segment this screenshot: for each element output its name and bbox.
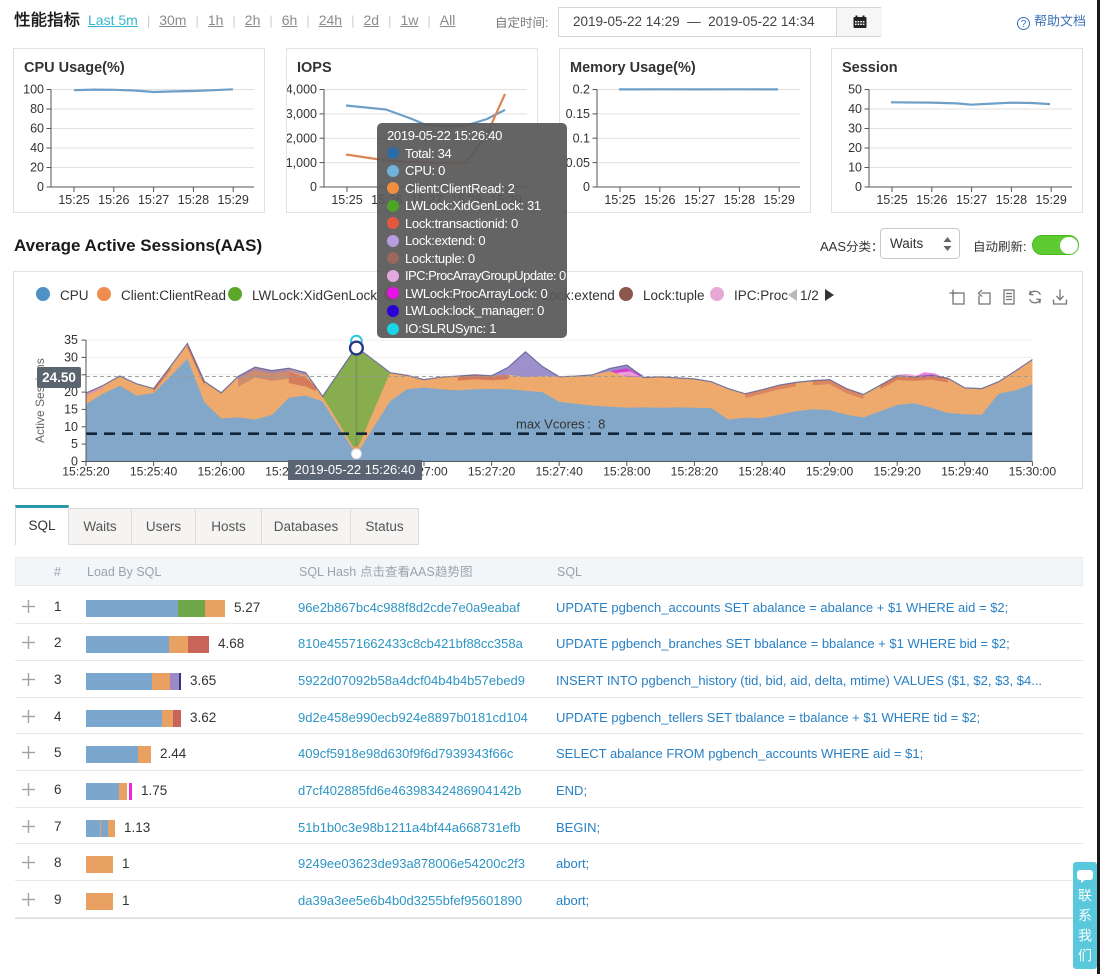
svg-text:100: 100 xyxy=(23,83,44,97)
svg-text:1,000: 1,000 xyxy=(287,156,317,170)
svg-text:2,000: 2,000 xyxy=(287,132,317,146)
svg-text:20: 20 xyxy=(848,141,862,155)
svg-text:3,000: 3,000 xyxy=(287,107,317,121)
svg-text:0.15: 0.15 xyxy=(566,107,590,121)
svg-text:40: 40 xyxy=(30,141,44,155)
svg-text:15:28: 15:28 xyxy=(178,193,209,207)
svg-text:15:28:40: 15:28:40 xyxy=(738,465,786,479)
svg-text:0.2: 0.2 xyxy=(573,83,590,97)
svg-text:4,000: 4,000 xyxy=(287,83,317,97)
svg-text:15:25:40: 15:25:40 xyxy=(130,465,178,479)
svg-text:15:25:20: 15:25:20 xyxy=(62,465,110,479)
svg-text:max Vcores : 8: max Vcores : 8 xyxy=(516,417,605,432)
svg-text:15:28:20: 15:28:20 xyxy=(671,465,719,479)
svg-text:15:28: 15:28 xyxy=(724,193,755,207)
svg-text:50: 50 xyxy=(848,83,862,97)
svg-text:15:26: 15:26 xyxy=(644,193,675,207)
svg-text:10: 10 xyxy=(64,420,78,434)
svg-text:15:25: 15:25 xyxy=(876,193,907,207)
svg-text:15:28: 15:28 xyxy=(996,193,1027,207)
svg-text:15:29:00: 15:29:00 xyxy=(806,465,854,479)
svg-text:15:25: 15:25 xyxy=(58,193,89,207)
svg-text:15:29: 15:29 xyxy=(764,193,795,207)
svg-text:15:29: 15:29 xyxy=(1036,193,1067,207)
svg-text:15:28:00: 15:28:00 xyxy=(603,465,651,479)
svg-text:80: 80 xyxy=(30,102,44,116)
svg-text:40: 40 xyxy=(848,102,862,116)
svg-text:30: 30 xyxy=(64,350,78,364)
svg-text:0.1: 0.1 xyxy=(573,132,590,146)
svg-text:35: 35 xyxy=(64,333,78,347)
svg-text:10: 10 xyxy=(848,161,862,175)
svg-text:15:27:40: 15:27:40 xyxy=(535,465,583,479)
svg-text:15: 15 xyxy=(64,402,78,416)
svg-text:0.05: 0.05 xyxy=(566,156,590,170)
svg-text:15:26:00: 15:26:00 xyxy=(197,465,245,479)
svg-text:20: 20 xyxy=(30,161,44,175)
svg-text:15:27:20: 15:27:20 xyxy=(468,465,516,479)
svg-text:0: 0 xyxy=(583,180,590,194)
svg-text:15:30:00: 15:30:00 xyxy=(1009,465,1057,479)
svg-text:15:26: 15:26 xyxy=(916,193,947,207)
svg-text:20: 20 xyxy=(64,385,78,399)
svg-text:0: 0 xyxy=(310,180,317,194)
svg-text:15:29: 15:29 xyxy=(218,193,249,207)
svg-text:15:27: 15:27 xyxy=(684,193,715,207)
svg-text:0: 0 xyxy=(37,180,44,194)
svg-text:15:29:40: 15:29:40 xyxy=(941,465,989,479)
svg-text:5: 5 xyxy=(71,437,78,451)
svg-text:60: 60 xyxy=(30,122,44,136)
svg-text:0: 0 xyxy=(71,455,78,469)
svg-text:15:27: 15:27 xyxy=(138,193,169,207)
svg-text:15:25: 15:25 xyxy=(331,193,362,207)
svg-text:15:26: 15:26 xyxy=(98,193,129,207)
svg-text:30: 30 xyxy=(848,122,862,136)
svg-text:15:27: 15:27 xyxy=(956,193,987,207)
svg-text:15:25: 15:25 xyxy=(604,193,635,207)
svg-text:15:29:20: 15:29:20 xyxy=(873,465,921,479)
svg-text:0: 0 xyxy=(855,180,862,194)
